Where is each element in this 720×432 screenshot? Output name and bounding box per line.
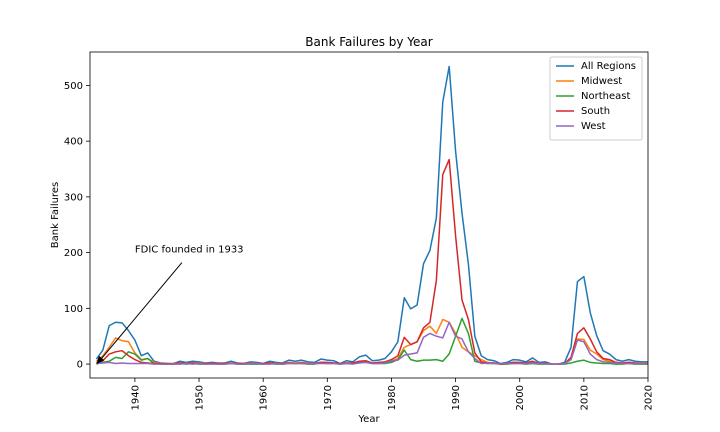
- annotation-arrow-head-1: [96, 355, 105, 365]
- legend-label-3: Northeast: [581, 91, 630, 102]
- plot-area: [95, 65, 648, 365]
- x-tick-label-1990: 1990: [451, 385, 462, 410]
- legend-box: [549, 56, 643, 141]
- axes: 1940 1950 1960 1970 1980 1990 2000 2010 2020 0 100…: [64, 51, 655, 410]
- y-tick-label-100: 100: [64, 304, 83, 315]
- legend-label-4: South: [581, 106, 610, 117]
- series-line-5: [96, 321, 648, 365]
- y-tick-label-400: 400: [64, 137, 83, 148]
- plot-frame: [89, 51, 649, 379]
- chart-title: Bank Failures by Year: [305, 35, 433, 49]
- legend-label-1: All Regions: [581, 61, 636, 72]
- x-tick-label-1980: 1980: [387, 385, 398, 410]
- legend-label-2: Midwest: [581, 76, 622, 87]
- annotation-text-1: FDIC founded in 1933: [135, 245, 244, 256]
- y-tick-label-200: 200: [64, 248, 83, 259]
- legend: All Regions Midwest Northeast South West: [549, 56, 643, 141]
- x-tick-label-1960: 1960: [259, 385, 270, 410]
- y-tick-label-500: 500: [64, 81, 83, 92]
- x-tick-label-2010: 2010: [579, 385, 590, 410]
- x-tick-label-1970: 1970: [323, 385, 334, 410]
- y-tick-label-300: 300: [64, 192, 83, 203]
- annotation-arrow-line-1: [99, 262, 183, 362]
- annotation-layer: FDIC founded in 1933: [96, 245, 244, 365]
- x-axis-label: Year: [357, 414, 380, 425]
- y-axis-label: Bank Failures: [50, 182, 61, 248]
- x-tick-label-2020: 2020: [644, 385, 655, 410]
- x-tick-label-1950: 1950: [195, 385, 206, 410]
- x-tick-label-1940: 1940: [130, 385, 141, 410]
- legend-label-5: West: [581, 121, 606, 132]
- x-tick-label-2000: 2000: [515, 385, 526, 410]
- y-tick-label-0: 0: [77, 360, 83, 371]
